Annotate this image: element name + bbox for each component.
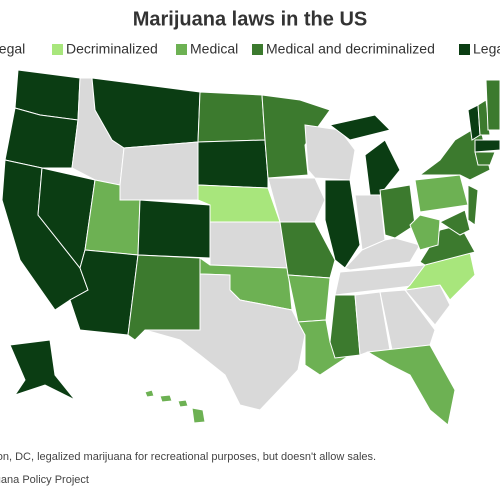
- legend-swatch: [176, 44, 187, 55]
- state: [379, 184, 416, 239]
- legend-label: Medical: [190, 41, 238, 57]
- state: [191, 407, 206, 424]
- map: [1, 69, 500, 426]
- state: [344, 237, 421, 271]
- state: [197, 91, 266, 143]
- state: [329, 294, 361, 359]
- state: [364, 139, 401, 196]
- legend-label: Legal: [473, 41, 500, 57]
- state: [9, 339, 76, 401]
- state: [261, 94, 331, 179]
- legend-label: Decriminalized: [66, 41, 158, 57]
- legend-swatch: [252, 44, 263, 55]
- source: Source: Marijuana Policy Project: [0, 474, 89, 486]
- legend: Fully illegal Decriminalized Medical Medica…: [0, 41, 500, 57]
- state: [297, 319, 351, 376]
- state: [485, 79, 500, 131]
- state: [279, 221, 336, 279]
- state: [366, 344, 456, 426]
- legend-swatch: [52, 44, 63, 55]
- state: [403, 251, 476, 301]
- state: [267, 177, 326, 223]
- footnote: *Washington, DC, legalized marijuana for…: [0, 451, 376, 463]
- state: [119, 141, 199, 201]
- state: [409, 214, 441, 251]
- state: [414, 174, 469, 213]
- title: Marijuana laws in the US: [133, 8, 368, 30]
- legend-swatch: [459, 44, 470, 55]
- state: [209, 221, 289, 269]
- state: [328, 114, 391, 141]
- legend-label: Medical and decriminalized: [266, 41, 435, 57]
- state: [467, 184, 479, 226]
- state: [137, 199, 211, 259]
- state: [144, 389, 155, 398]
- state: [438, 209, 471, 236]
- state: [474, 139, 500, 153]
- state: [197, 184, 281, 223]
- state: [127, 254, 201, 341]
- state: [474, 151, 496, 166]
- state: [144, 273, 306, 411]
- state: [197, 139, 269, 189]
- state: [159, 394, 173, 403]
- state: [177, 399, 189, 408]
- legend-label: Fully illegal: [0, 41, 25, 57]
- state: [379, 289, 436, 351]
